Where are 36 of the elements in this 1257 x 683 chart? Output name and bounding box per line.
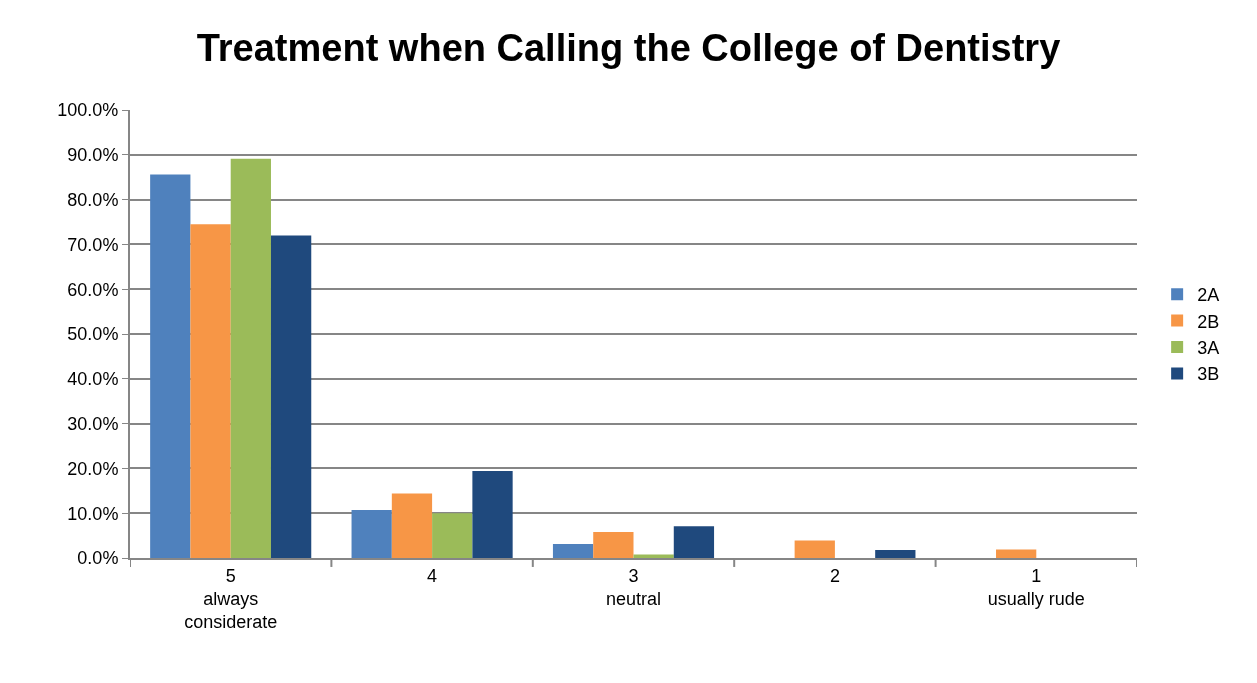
bar <box>633 554 674 558</box>
y-tick-label: 100.0% <box>57 100 119 121</box>
bar <box>270 235 312 558</box>
y-tick-label: 10.0% <box>67 503 119 524</box>
bar <box>593 532 634 558</box>
y-tick-label: 50.0% <box>67 324 119 345</box>
legend-label: 2A <box>1197 285 1220 306</box>
x-tick-label: 5 always considerate <box>184 565 278 633</box>
bar <box>552 544 594 558</box>
bar <box>351 510 392 558</box>
bar <box>794 540 835 558</box>
y-tick-label: 60.0% <box>67 279 119 300</box>
legend-label: 2B <box>1197 311 1220 332</box>
bar <box>673 526 715 558</box>
chart-title: Treatment when Calling the College of Dentistry <box>196 26 1061 69</box>
bar <box>875 549 916 558</box>
x-tick-label: 3 neutral <box>605 565 662 609</box>
x-tick-label: 2 <box>829 565 840 586</box>
y-tick-label: 0.0% <box>77 548 119 569</box>
bar <box>230 158 271 558</box>
y-tick-label: 70.0% <box>67 234 119 255</box>
y-tick-label: 40.0% <box>67 369 119 390</box>
y-tick-label: 30.0% <box>67 413 119 434</box>
bar <box>996 549 1037 558</box>
bar <box>472 471 513 558</box>
bar <box>432 513 473 558</box>
x-tick-label: 4 <box>427 565 438 586</box>
bar <box>150 174 191 558</box>
x-tick-label: 1 usually rude <box>987 565 1085 609</box>
bar <box>391 493 433 558</box>
legend-label: 3B <box>1197 364 1220 385</box>
y-tick-label: 90.0% <box>67 145 119 166</box>
y-tick-label: 80.0% <box>67 189 119 210</box>
legend-label: 3A <box>1197 338 1220 359</box>
bar <box>190 224 231 558</box>
y-tick-label: 20.0% <box>67 458 119 479</box>
